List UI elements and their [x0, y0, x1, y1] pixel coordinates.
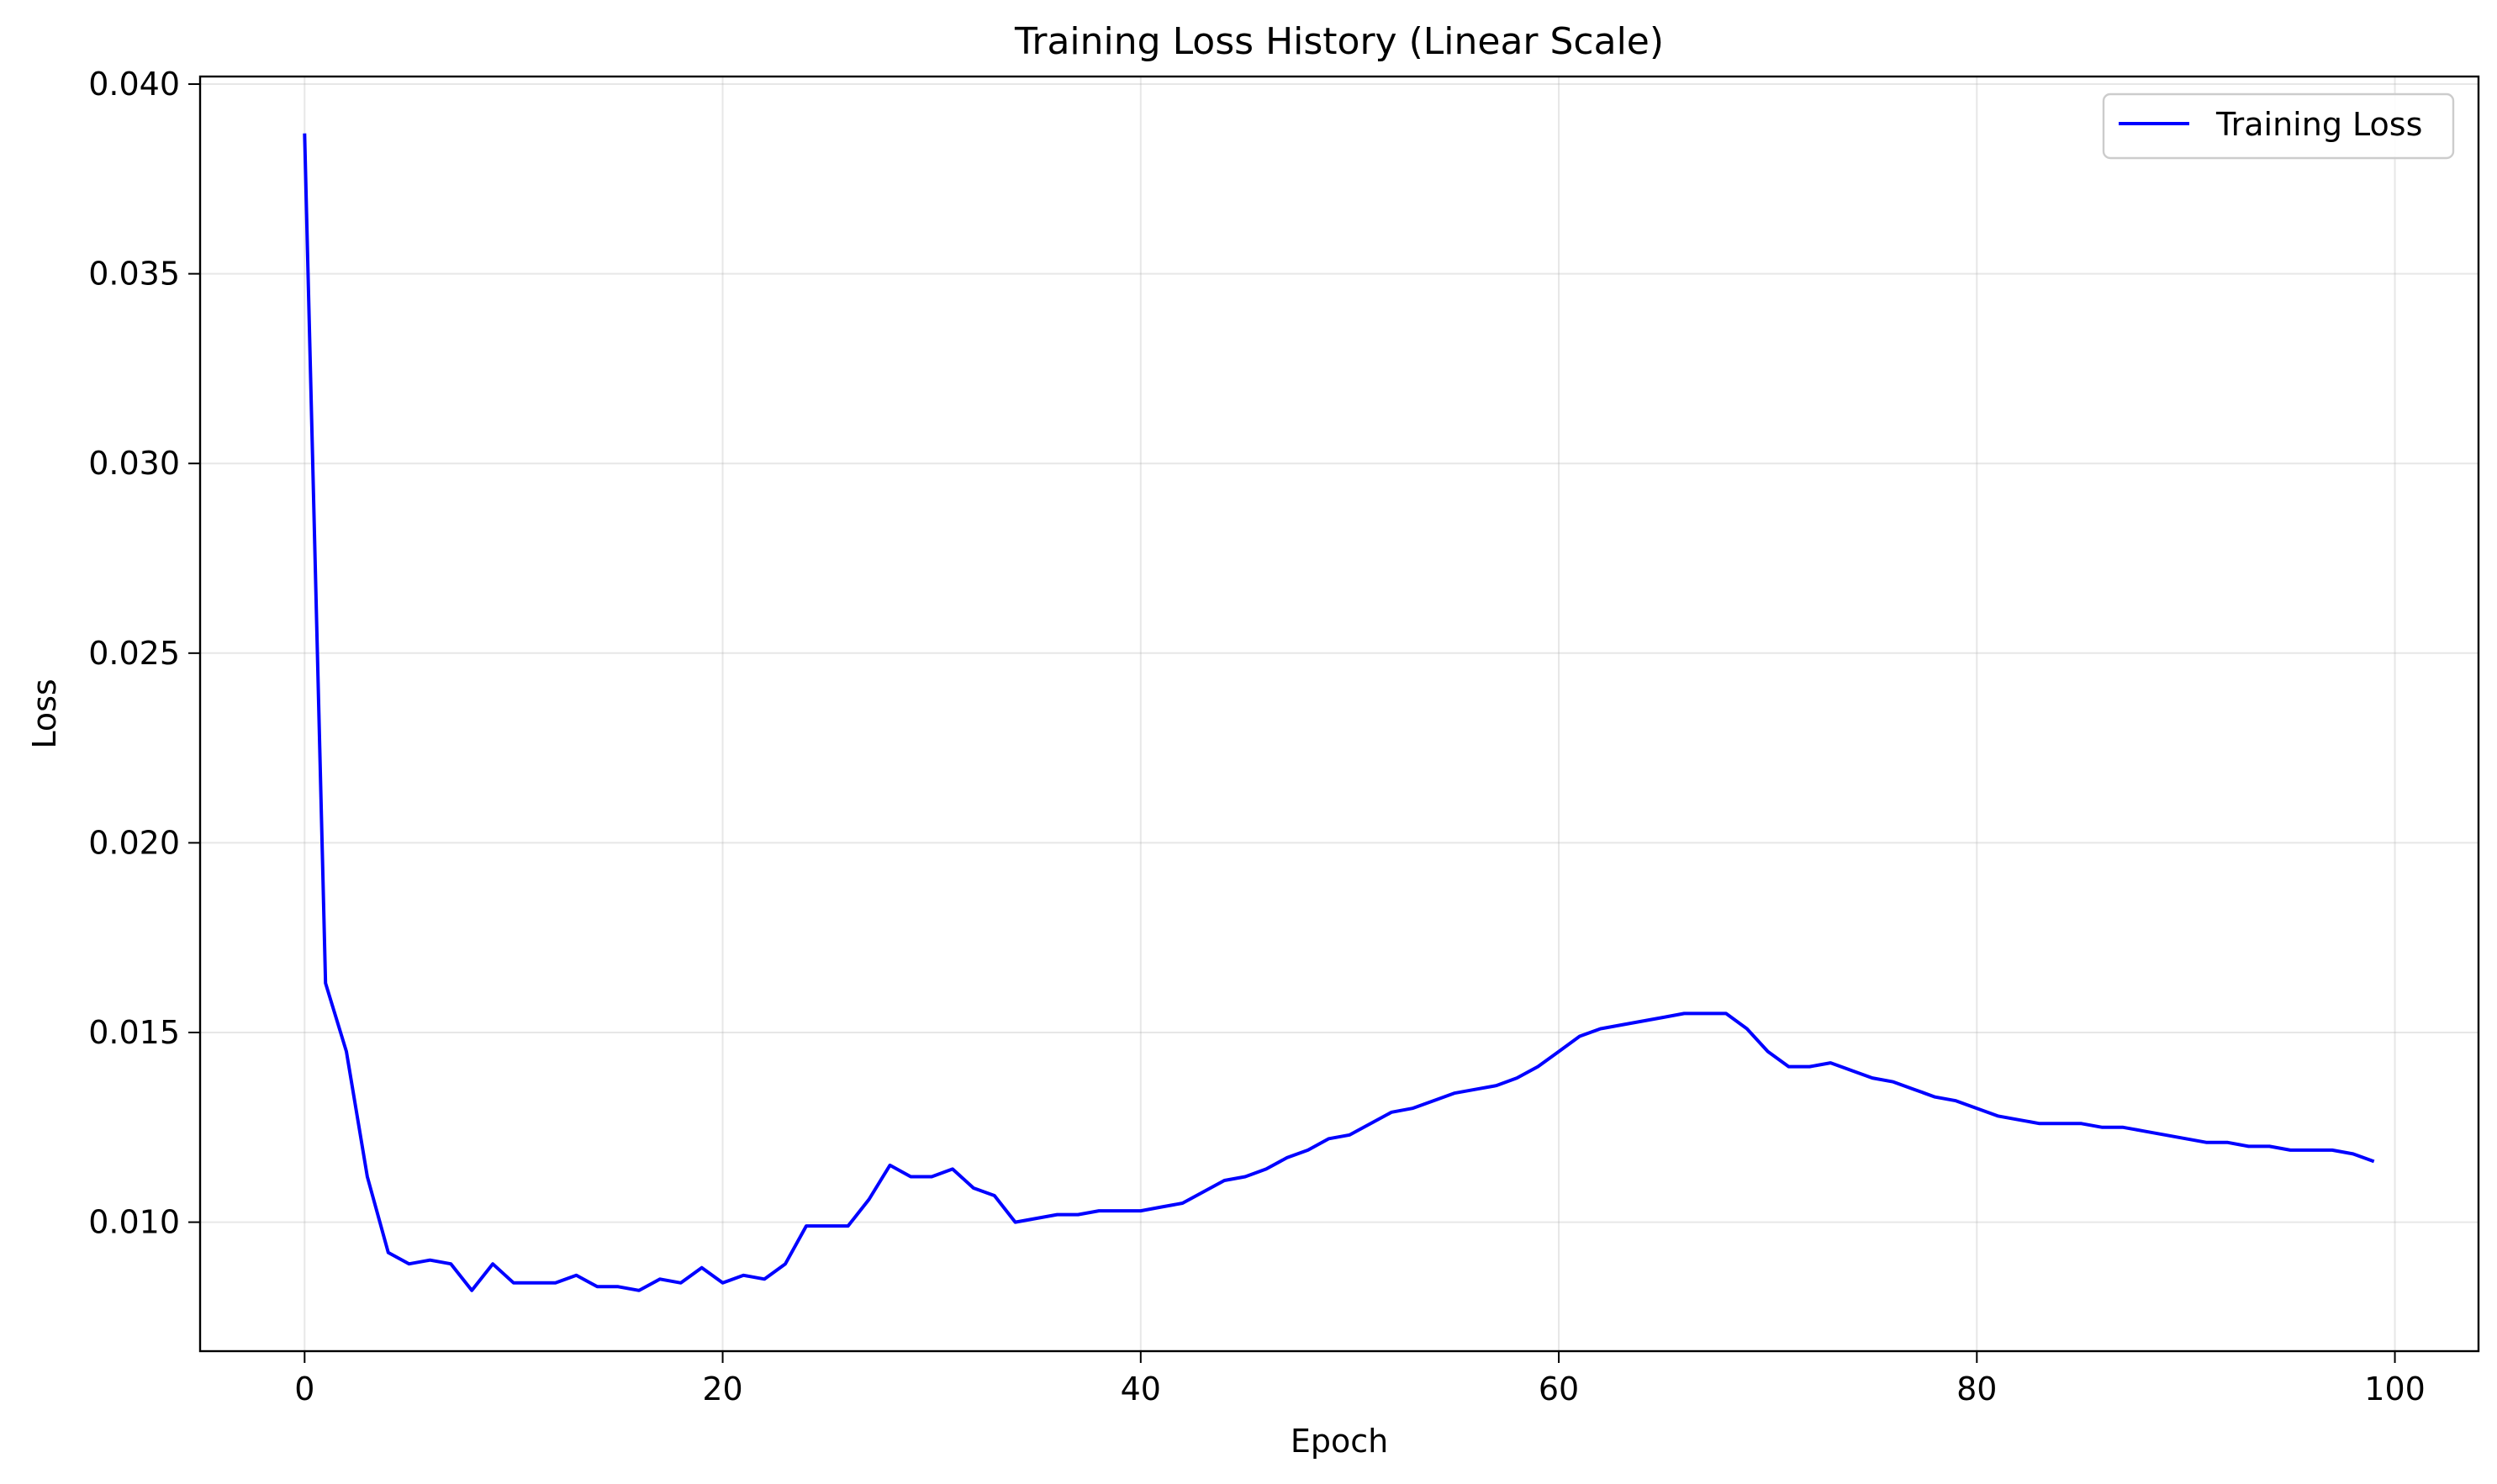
- y-tick-label: 0.015: [88, 1014, 180, 1051]
- x-tick-label: 40: [1121, 1370, 1161, 1407]
- training-loss-line: [303, 133, 2375, 1292]
- legend-box: [2102, 92, 2455, 160]
- x-tick-label: 60: [1539, 1370, 1579, 1407]
- ticks: 0 20 40 60 80 100 0.010 0.015 0.020 0.025 0.030 0.0…: [88, 66, 2426, 1407]
- legend: Training Loss: [2102, 92, 2455, 160]
- y-tick-label: 0.040: [88, 66, 180, 103]
- legend-label: Training Loss: [2215, 106, 2422, 143]
- x-tick-label: 0: [294, 1370, 314, 1407]
- y-tick-label: 0.010: [88, 1204, 180, 1241]
- y-tick-label: 0.025: [88, 635, 180, 672]
- y-tick-label: 0.020: [88, 824, 180, 861]
- grid: [200, 77, 2479, 1351]
- plot-lines: [303, 133, 2375, 1292]
- x-tick-label: 80: [1956, 1370, 1997, 1407]
- x-tick-label: 100: [2364, 1370, 2426, 1407]
- axes-frame: [198, 75, 2480, 1353]
- y-tick-label: 0.030: [88, 445, 180, 482]
- chart-title: Training Loss History (Linear Scale): [1014, 20, 1664, 63]
- y-tick-label: 0.035: [88, 256, 180, 293]
- x-tick-label: 20: [702, 1370, 742, 1407]
- x-axis-label: Epoch: [1291, 1423, 1388, 1460]
- y-axis-label: Loss: [26, 679, 63, 748]
